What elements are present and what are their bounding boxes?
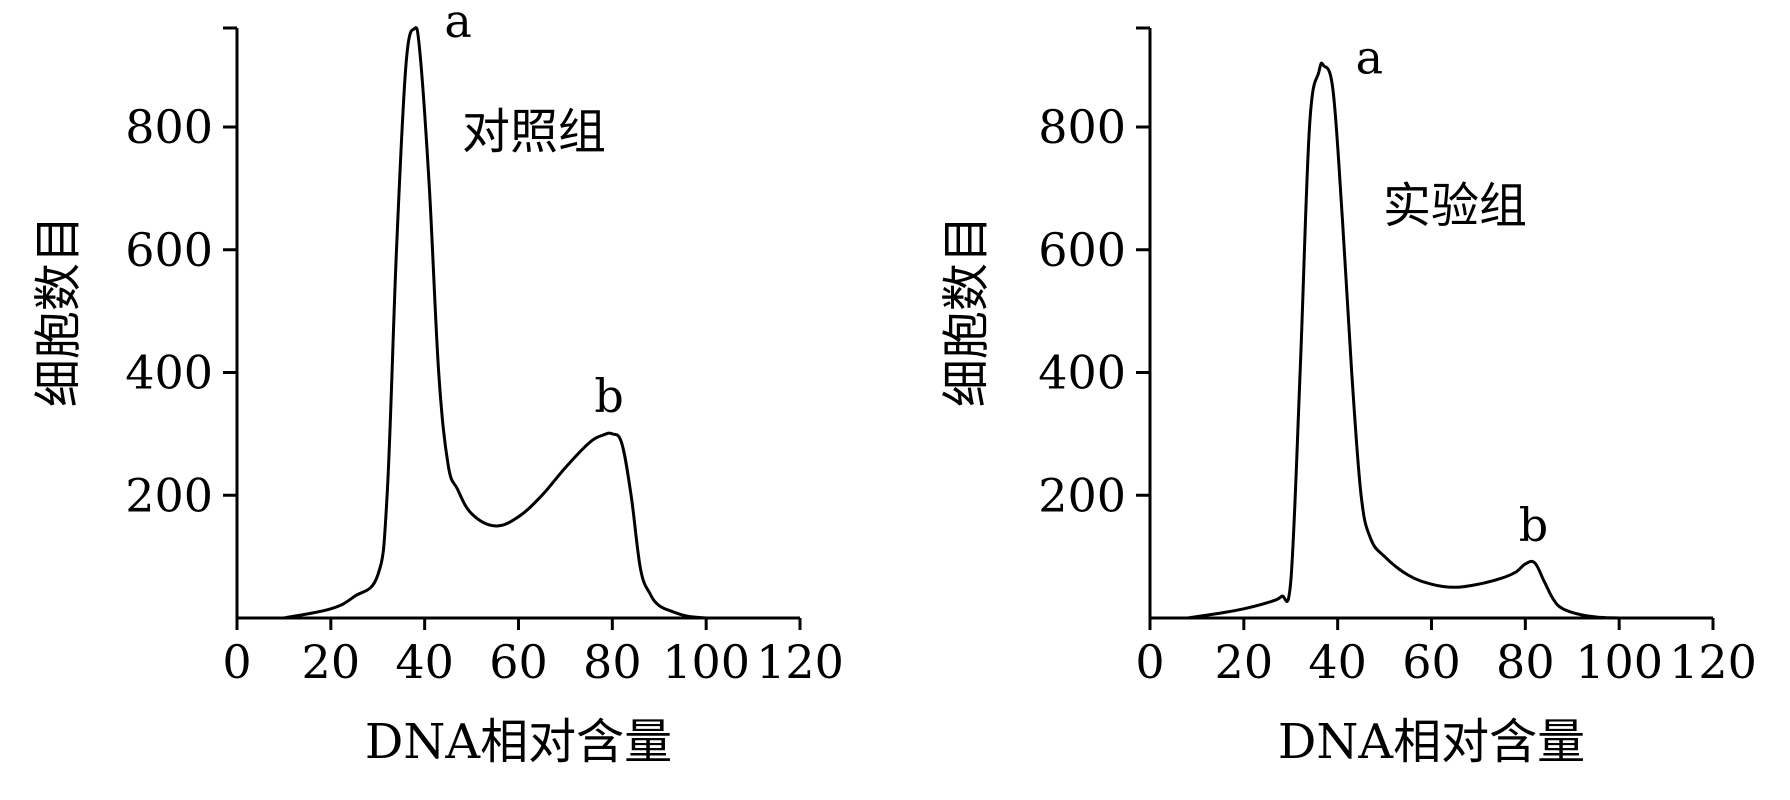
y-tick-label: 600: [1038, 223, 1126, 277]
x-tick-label: 40: [395, 635, 454, 689]
y-axis-title: 细胞数目: [31, 215, 87, 407]
y-tick-label: 800: [1038, 100, 1126, 154]
peak-label-b: b: [1519, 498, 1548, 552]
x-tick-label: 80: [1496, 635, 1555, 689]
x-tick-label: 80: [583, 635, 642, 689]
chart-panel-2: 0 20 40 60 80 100 120 200 400 600 800 DNA相对含量 细胞数目 实验…: [939, 26, 1757, 770]
peak-label-b: b: [594, 369, 623, 423]
x-tick-label: 100: [1575, 635, 1663, 689]
y-tick-label: 200: [1038, 468, 1126, 522]
x-tick-label: 120: [756, 635, 844, 689]
x-tick-label: 0: [1135, 635, 1164, 689]
y-tick-label: 400: [125, 346, 213, 400]
group-label: 实验组: [1383, 178, 1527, 234]
x-tick-label: 100: [662, 635, 750, 689]
y-tick-label: 200: [125, 468, 213, 522]
x-axis-title: DNA相对含量: [1278, 714, 1585, 770]
x-tick-label: 120: [1669, 635, 1757, 689]
group-label: 对照组: [462, 104, 606, 160]
x-tick-label: 60: [1402, 635, 1461, 689]
cell-count-curve: [282, 26, 708, 620]
x-tick-label: 20: [302, 635, 361, 689]
chart-panel-1: 0 20 40 60 80 100 120 200 400 600 800 DNA相对含量 细胞数目 对照…: [31, 0, 844, 770]
x-tick-label: 20: [1215, 635, 1274, 689]
cell-count-curve: [1186, 61, 1621, 620]
x-tick-label: 40: [1308, 635, 1367, 689]
x-axis-title: DNA相对含量: [365, 714, 672, 770]
x-tick-label: 0: [222, 635, 251, 689]
y-axis-title: 细胞数目: [939, 215, 995, 407]
y-tick-label: 800: [125, 100, 213, 154]
peak-label-a: a: [444, 0, 471, 48]
y-tick-label: 400: [1038, 346, 1126, 400]
peak-label-a: a: [1356, 31, 1383, 85]
y-tick-label: 600: [125, 223, 213, 277]
x-tick-label: 60: [489, 635, 548, 689]
